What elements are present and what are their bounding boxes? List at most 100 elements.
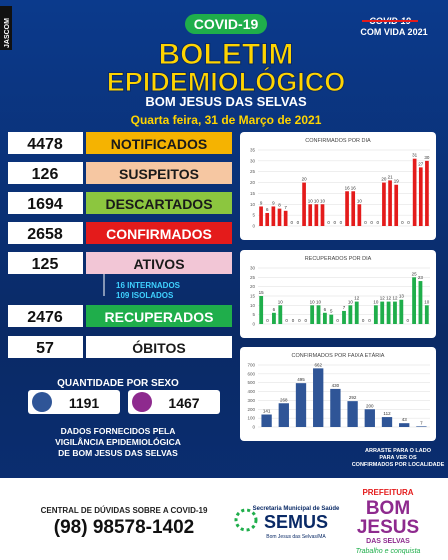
bar	[418, 281, 423, 324]
bar	[393, 301, 397, 324]
sex-value: 1191	[69, 395, 100, 411]
bar	[277, 208, 282, 226]
y-tick-label: 400	[247, 389, 255, 394]
active-detail: 16 INTERNADOS	[116, 281, 181, 290]
value-label: 10	[278, 299, 284, 304]
stat-label-bg	[86, 336, 232, 358]
y-tick-label: 0	[252, 224, 255, 229]
y-tick-label: 15	[250, 294, 256, 299]
chart-panel	[240, 250, 436, 338]
y-tick-label: 20	[250, 180, 256, 185]
y-tick-label: 25	[250, 275, 256, 280]
value-label: 31	[412, 153, 418, 158]
value-label: 0	[401, 220, 404, 225]
side-label: JASCOM	[4, 18, 11, 48]
value-label: 0	[340, 220, 343, 225]
bar	[351, 191, 356, 226]
stat-label-bg	[86, 222, 232, 244]
y-tick-label: 15	[250, 191, 256, 196]
value-label: 16	[345, 185, 351, 190]
value-label: 0	[377, 220, 380, 225]
stat-label-bg	[86, 192, 232, 214]
value-label: 12	[386, 296, 392, 301]
swipe-hint: ARRASTE PARA O LADO	[365, 448, 432, 454]
stat-value-bg	[8, 132, 83, 154]
value-label: 430	[332, 383, 340, 388]
bar	[348, 305, 353, 324]
stat-value: 126	[32, 166, 59, 183]
y-tick-label: 10	[250, 202, 256, 207]
value-label: 9	[272, 200, 275, 205]
stat-label-bg	[86, 132, 232, 154]
pref-text: BOM	[366, 498, 410, 519]
value-label: 0	[327, 220, 330, 225]
y-tick-label: 35	[250, 148, 256, 153]
stat-value: 2658	[27, 226, 63, 243]
stat-value: 2476	[27, 309, 63, 326]
value-label: 10	[310, 299, 316, 304]
value-label: 6	[324, 307, 327, 312]
value-label: 5	[330, 309, 333, 314]
value-label: 0	[362, 318, 365, 323]
value-label: 10	[316, 299, 322, 304]
y-tick-label: 500	[247, 380, 255, 385]
y-tick-label: 10	[250, 303, 256, 308]
y-tick-label: 200	[247, 407, 255, 412]
value-label: 0	[285, 318, 288, 323]
bar	[380, 301, 385, 324]
value-label: 0	[334, 220, 337, 225]
bar	[388, 180, 392, 226]
bar	[271, 206, 276, 226]
value-label: 0	[407, 220, 410, 225]
value-label: 0	[406, 318, 409, 323]
y-tick-label: 0	[252, 322, 255, 327]
bar	[386, 301, 391, 324]
bar	[354, 301, 359, 324]
stat-value: 4478	[27, 136, 63, 153]
source: DADOS FORNECIDOS PELA	[61, 426, 176, 436]
value-label: 10	[357, 198, 363, 203]
value-label: 0	[291, 220, 294, 225]
bar	[345, 191, 349, 226]
bar	[313, 368, 324, 427]
bar	[425, 160, 429, 226]
pref-text: JESUS	[357, 517, 419, 538]
bar	[278, 403, 289, 427]
side-bg	[0, 6, 12, 50]
bar	[418, 167, 423, 226]
value-label: 25	[412, 271, 418, 276]
value-label: 495	[297, 377, 305, 382]
y-tick-label: 20	[250, 284, 256, 289]
value-label: 7	[343, 305, 346, 310]
footer-bg	[0, 478, 448, 560]
bar	[278, 305, 283, 324]
value-label: 23	[418, 275, 424, 280]
value-label: 12	[380, 296, 386, 301]
bar	[416, 426, 427, 427]
semus-text: Secretaria Municipal de Saúde	[253, 506, 340, 512]
value-label: 0	[364, 220, 367, 225]
value-label: 200	[366, 403, 374, 408]
value-label: 10	[373, 299, 379, 304]
value-label: 112	[383, 411, 391, 416]
value-label: 0	[368, 318, 371, 323]
stat-label-bg	[86, 162, 232, 184]
value-label: 6	[266, 207, 269, 212]
value-label: 16	[351, 185, 357, 190]
value-label: 10	[424, 299, 430, 304]
value-label: 21	[388, 174, 394, 179]
prefeitura-logo: PREFEITURA BOM JESUS DAS SELVAS Trabalho…	[356, 488, 421, 555]
bar	[364, 409, 375, 427]
stat-value: 125	[32, 256, 59, 273]
sex-box	[128, 390, 220, 414]
bar	[302, 182, 306, 226]
stat-label: SUSPEITOS	[119, 166, 199, 182]
badge: COVID-19	[194, 16, 259, 32]
date: Quarta feira, 31 de Março de 2021	[131, 113, 322, 127]
value-label: 7	[420, 420, 423, 425]
value-label: 0	[305, 318, 308, 323]
swipe-hint: PARA VER OS	[379, 455, 417, 461]
y-tick-label: 700	[247, 363, 255, 368]
